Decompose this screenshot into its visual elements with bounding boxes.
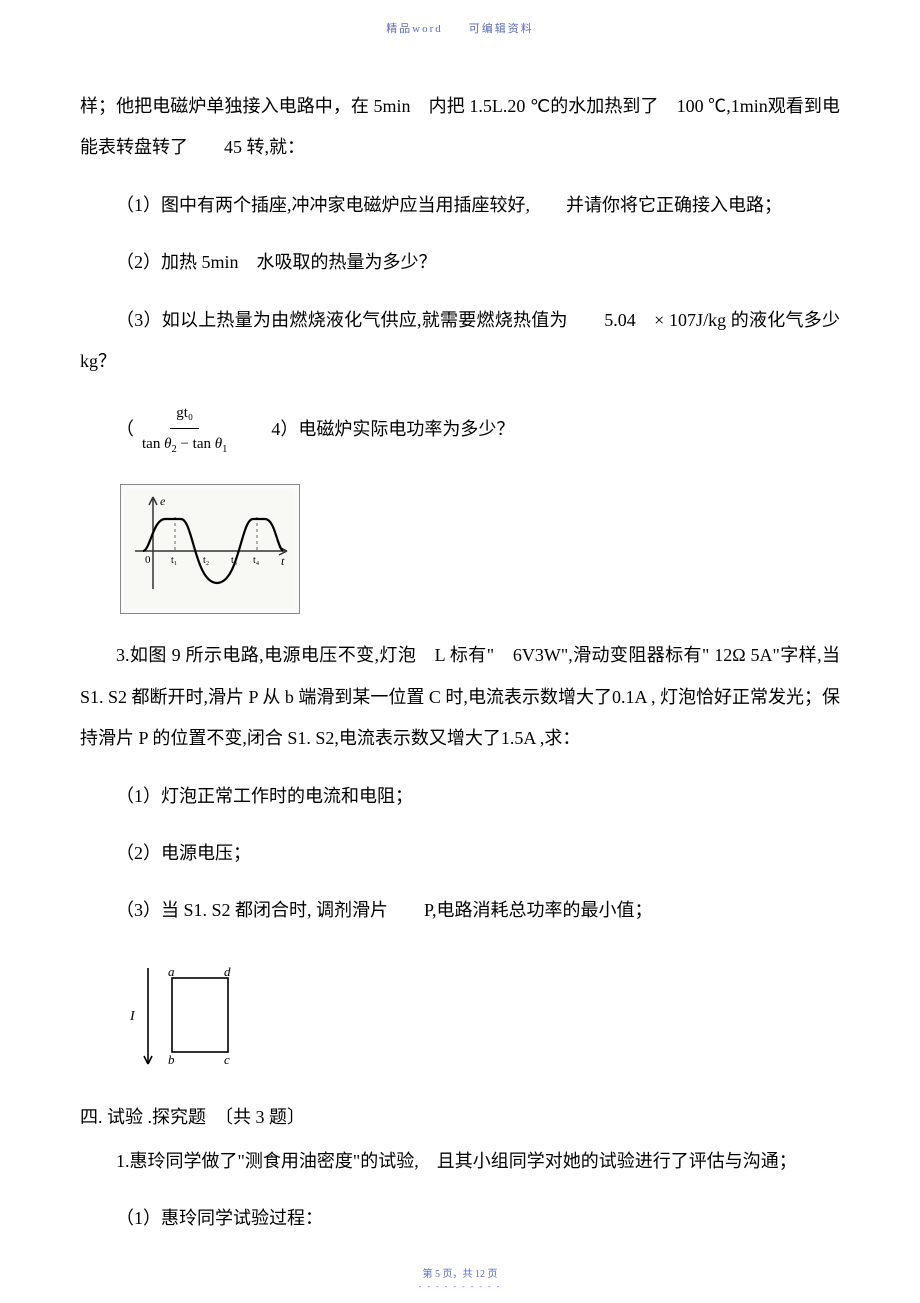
question-3: （3）如以上热量为由燃烧液化气供应,就需要燃烧热值为 5.04 × 107J/k… [80,300,840,383]
page-footer: 第 5 页，共 12 页 - - - - - - - - - - [0,1265,920,1291]
formula-open-paren: （ [80,411,134,447]
footer-dashes: - - - - - - - - - - [0,1282,920,1291]
svg-text:0: 0 [145,554,151,566]
question-3-2: （2）电源电压； [80,833,840,874]
figure-wave-graph: e t 0 t₁ t₂ t₃ t₄ [120,484,300,614]
question-3-3: （3）当 S1. S2 都闭合时, 调剂滑片 P,电路消耗总功率的最小值； [80,890,840,931]
question-4-1: （1）惠玲同学试验过程： [80,1198,840,1239]
svg-text:t₄: t₄ [253,555,260,566]
section-4-heading: 四. 试验 .探究题 〔共 3 题〕 [80,1103,840,1129]
svg-text:a: a [168,964,175,979]
question-3-1: （1）灯泡正常工作时的电流和电阻； [80,776,840,817]
formula-fraction: gt₀ tan θ2 − tan θ1 [136,398,233,460]
question-4-formula: （ gt₀ tan θ2 − tan θ1 4）电磁炉实际电功率为多少？ [80,398,840,460]
problem-4-intro: 1.惠玲同学做了"测食用油密度"的试验, 且其小组同学对她的试验进行了评估与沟通… [80,1141,840,1182]
svg-text:d: d [224,964,231,979]
question-2: （2）加热 5min 水吸取的热量为多少？ [80,242,840,283]
paragraph-intro: 样；他把电磁炉单独接入电路中，在 5min 内把 1.5L.20 ℃的水加热到了… [80,86,840,169]
page-number: 第 5 页，共 12 页 [423,1269,498,1280]
header-watermark: 精品word 可编辑资料 [80,20,840,36]
fraction-denominator: tan θ2 − tan θ1 [136,429,233,460]
svg-text:b: b [168,1052,175,1067]
fraction-numerator: gt₀ [170,398,199,429]
svg-text:t₃: t₃ [231,555,237,566]
question-1: （1）图中有两个插座,冲冲家电磁炉应当用插座较好, 并请你将它正确接入电路； [80,185,840,226]
svg-text:e: e [160,494,166,508]
svg-text:t₂: t₂ [203,555,209,566]
formula-suffix: 4）电磁炉实际电功率为多少？ [235,411,514,447]
problem-3: 3.如图 9 所示电路,电源电压不变,灯泡 L 标有" 6V3W",滑动变阻器标… [80,635,840,759]
svg-text:t₁: t₁ [171,555,177,566]
figure-circuit-rect: I a d b c [120,956,250,1076]
svg-text:c: c [224,1052,230,1067]
